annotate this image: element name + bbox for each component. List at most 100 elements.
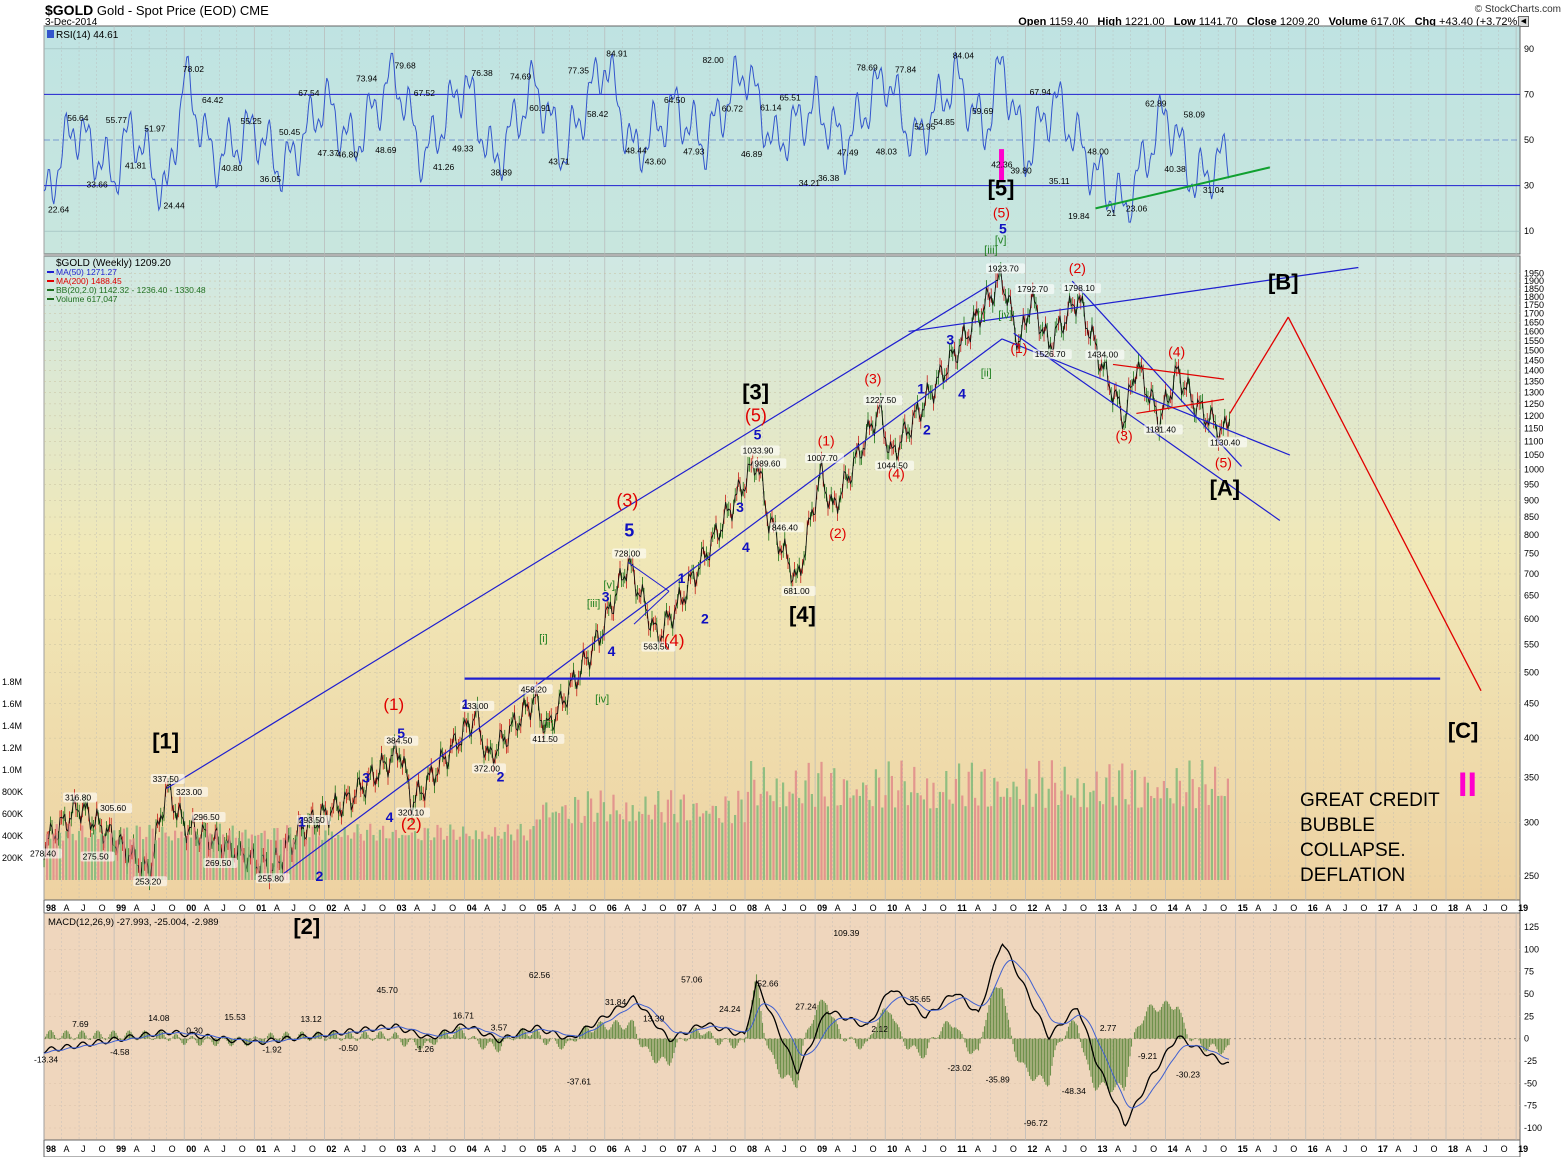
price-value-label: 255.80 [258, 873, 284, 883]
time-tick-label: J [782, 1144, 787, 1154]
time-tick-label: O [1501, 1144, 1508, 1154]
volume-bar [807, 762, 810, 880]
wave-label: [v] [995, 235, 1007, 247]
price-label-bg [1143, 424, 1183, 435]
volume-bar [977, 805, 980, 880]
volume-bar [68, 823, 71, 880]
wave-label: 2 [315, 868, 323, 884]
source-credit: © StockCharts.com [1474, 4, 1561, 15]
time-tick-label: 16 [1308, 1144, 1318, 1154]
price-label-bg [255, 873, 290, 884]
time-tick-label: O [1290, 903, 1297, 913]
time-tick-label: O [870, 1144, 877, 1154]
volume-bar [334, 838, 337, 880]
volume-bar [279, 839, 282, 880]
price-value-label: 1227.50 [865, 395, 896, 405]
volume-bar [804, 780, 807, 880]
volume-bar [1137, 807, 1140, 880]
volume-bar [343, 827, 346, 880]
legend-entry: BB(20,2.0) 1142.32 - 1236.40 - 1330.48 [56, 285, 206, 295]
price-label-bg [296, 814, 331, 825]
time-tick-label: 10 [887, 1144, 897, 1154]
time-tick-label: A [554, 1144, 560, 1154]
volume-bar [932, 782, 935, 880]
volume-bar [849, 797, 852, 880]
volume-bar [714, 806, 717, 880]
price-label-bg [460, 700, 495, 711]
triangle-lower [1136, 398, 1225, 415]
rsi-value-label: 42.36 [991, 159, 1013, 169]
price-tick-label: 1050 [1524, 450, 1544, 460]
macd-value-label: 31.84 [605, 997, 627, 1007]
volume-bar [574, 797, 577, 880]
wave-label: [v] [603, 579, 615, 591]
volume-bar [494, 827, 497, 880]
volume-bar [465, 833, 468, 880]
volume-bar [228, 830, 231, 880]
volume-bar [254, 835, 257, 880]
time-tick-label: O [309, 1144, 316, 1154]
rsi-value-label: 56.64 [67, 113, 89, 123]
rsi-value-label: 48.03 [876, 146, 898, 156]
volume-bar [308, 837, 311, 880]
time-tick-label: 18 [1448, 903, 1458, 913]
time-tick-label: O [169, 1144, 176, 1154]
volume-bar [724, 796, 727, 880]
time-tick-label: O [449, 1144, 456, 1154]
rsi-support-line [1095, 166, 1271, 210]
price-label-bg [530, 733, 565, 744]
rsi-value-label: 47.37 [317, 148, 339, 158]
time-tick-label: J [1483, 1144, 1488, 1154]
volume-bar [1108, 764, 1111, 880]
wave-label: 3 [946, 331, 954, 347]
volume-bar [1111, 796, 1114, 880]
volume-bar [602, 802, 605, 880]
volume-bar [740, 799, 743, 880]
volume-bar [1201, 760, 1204, 880]
macd-value-label: 109.39 [833, 928, 859, 938]
time-tick-label: O [729, 1144, 736, 1154]
wave-label: [ii] [543, 719, 554, 731]
time-tick-label: 09 [817, 1144, 827, 1154]
rsi-value-label: 78.69 [856, 63, 878, 73]
volume-bar [385, 838, 388, 880]
volume-bar [778, 807, 781, 880]
time-tick-label: O [659, 903, 666, 913]
time-tick-label: O [1430, 1144, 1437, 1154]
volume-bar [359, 833, 362, 880]
volume-bar [353, 832, 356, 880]
time-tick-label: J [712, 1144, 717, 1154]
legend-entry: Volume 617,047 [56, 294, 118, 304]
volume-bar [718, 818, 721, 880]
rsi-value-label: 23.06 [1126, 203, 1148, 213]
time-tick-label: J [852, 1144, 857, 1154]
macd-tick-label: 25 [1524, 1011, 1534, 1021]
volume-bar [874, 769, 877, 880]
volume-bar [631, 805, 634, 880]
rsi-value-label: 59.69 [972, 106, 994, 116]
volume-bar [791, 793, 794, 880]
volume-bar [1022, 804, 1025, 880]
volume-bar [692, 803, 695, 880]
volume-bar [964, 806, 967, 880]
wave-label: 5 [754, 427, 762, 443]
volume-bar [884, 795, 887, 880]
volume-bar [404, 835, 407, 880]
volume-bar [439, 827, 442, 880]
time-tick-label: A [835, 903, 841, 913]
time-tick-label: 11 [957, 1144, 967, 1154]
scroll-arrow-icon[interactable]: ◀ [1518, 16, 1529, 27]
volume-bar [132, 838, 135, 880]
high-value: 1221.00 [1124, 16, 1165, 28]
time-tick-label: A [765, 903, 771, 913]
price-label-bg [986, 263, 1026, 274]
volume-bar [554, 811, 557, 880]
price-label-bg [1015, 284, 1055, 295]
volume-bar [826, 806, 829, 880]
volume-bar [1105, 777, 1108, 880]
volume-tick-label: 800K [2, 787, 23, 797]
time-tick-label: A [624, 1144, 630, 1154]
volume-bar [1156, 787, 1159, 880]
price-label-bg [384, 735, 419, 746]
volume-bar [478, 839, 481, 880]
